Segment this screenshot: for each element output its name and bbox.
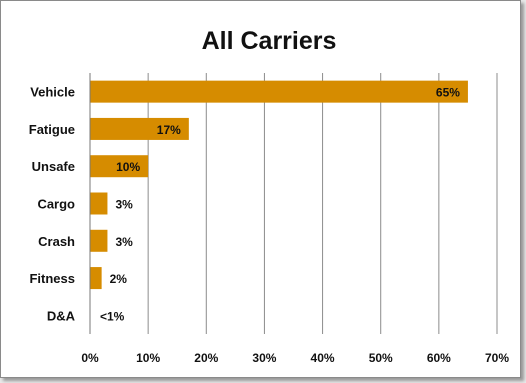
data-label: 17% bbox=[157, 123, 181, 137]
bar bbox=[90, 192, 108, 215]
chart-title: All Carriers bbox=[202, 27, 337, 55]
bar bbox=[90, 117, 189, 140]
data-label: 3% bbox=[115, 198, 133, 212]
category-label: D&A bbox=[47, 308, 76, 323]
x-tick-label: 0% bbox=[81, 351, 99, 365]
x-tick-label: 40% bbox=[311, 351, 335, 365]
x-tick-label: 70% bbox=[485, 351, 509, 365]
x-tick-label: 30% bbox=[252, 351, 276, 365]
gridlines bbox=[89, 73, 498, 334]
x-tick-labels: 0% 10% 20% 30% 40% 50% 60% 70% bbox=[81, 351, 509, 365]
x-tick-label: 10% bbox=[136, 351, 160, 365]
data-label: <1% bbox=[100, 309, 125, 323]
data-label: 10% bbox=[116, 160, 140, 174]
bar bbox=[90, 80, 468, 103]
category-label: Crash bbox=[38, 234, 75, 249]
data-label: 65% bbox=[436, 86, 460, 100]
x-tick-label: 60% bbox=[427, 351, 451, 365]
category-label: Fitness bbox=[29, 271, 75, 286]
chart-frame: All Carriers Vehicle Fatigue Unsafe Cargo Cr… bbox=[0, 0, 521, 378]
category-label: Fatigue bbox=[29, 122, 75, 137]
bars bbox=[90, 80, 468, 290]
category-label: Unsafe bbox=[32, 159, 75, 174]
bar bbox=[90, 229, 108, 252]
category-label: Vehicle bbox=[30, 85, 75, 100]
bar-chart: All Carriers Vehicle Fatigue Unsafe Cargo Cr… bbox=[29, 27, 510, 365]
category-labels: Vehicle Fatigue Unsafe Cargo Crash Fitness D&A bbox=[29, 85, 76, 324]
data-labels: 65% 17% 10% 3% 3% 2% <1% bbox=[100, 86, 460, 324]
data-label: 3% bbox=[115, 235, 133, 249]
x-tick-label: 50% bbox=[369, 351, 393, 365]
data-label: 2% bbox=[110, 272, 128, 286]
bar bbox=[90, 155, 149, 178]
x-tick-label: 20% bbox=[194, 351, 218, 365]
bar bbox=[90, 267, 102, 290]
category-label: Cargo bbox=[37, 197, 75, 212]
